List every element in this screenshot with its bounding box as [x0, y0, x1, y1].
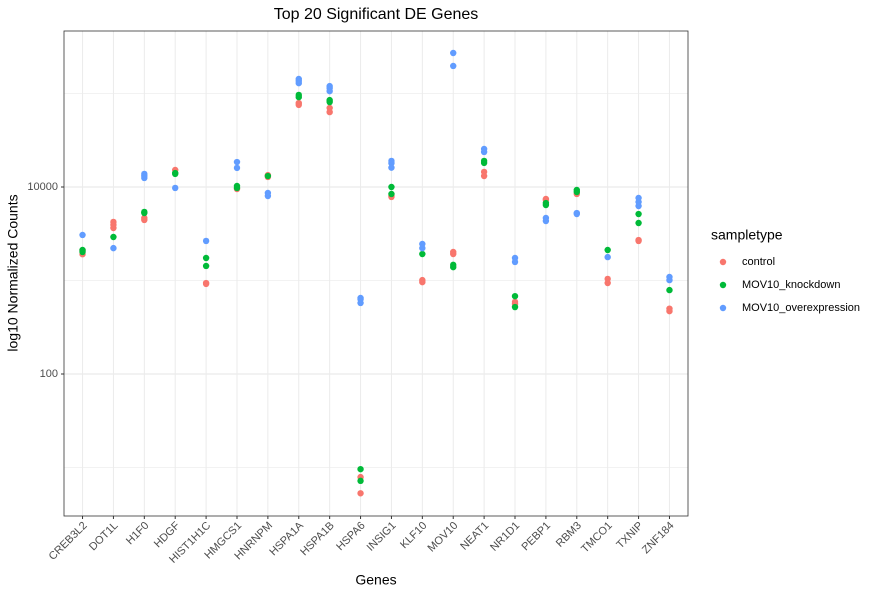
- point: [172, 170, 179, 178]
- point: [635, 219, 642, 227]
- point: [604, 246, 611, 254]
- point: [79, 248, 86, 256]
- panel: [64, 31, 688, 516]
- point: [202, 262, 210, 270]
- point: [357, 490, 364, 497]
- point: [264, 172, 272, 180]
- x-tick-label: HSPA1B: [298, 520, 337, 559]
- point: [666, 286, 673, 294]
- point: [141, 214, 148, 222]
- legend-title: sampletype: [711, 227, 783, 243]
- point: [480, 148, 488, 156]
- point: [450, 49, 457, 57]
- point: [511, 303, 519, 311]
- point: [511, 258, 519, 266]
- point: [326, 98, 333, 106]
- y-tick-label: 100: [40, 368, 58, 380]
- point: [233, 158, 241, 166]
- point: [419, 244, 426, 252]
- point: [141, 209, 148, 217]
- legend-swatch: [719, 304, 727, 312]
- legend-label: control: [742, 256, 775, 268]
- x-tick-label: H1F0: [124, 520, 152, 548]
- point: [604, 279, 611, 287]
- point: [202, 237, 210, 245]
- x-tick-label: NR1D1: [488, 520, 522, 554]
- point: [480, 159, 488, 167]
- point: [419, 278, 426, 286]
- point: [79, 231, 86, 239]
- point: [419, 250, 426, 258]
- x-tick-label: MOV10: [426, 520, 461, 555]
- point: [388, 159, 395, 167]
- point: [202, 254, 210, 262]
- point: [357, 465, 364, 473]
- legend-swatch: [719, 281, 727, 289]
- point: [326, 87, 333, 95]
- point: [295, 79, 302, 87]
- point: [666, 276, 673, 284]
- point: [511, 292, 519, 300]
- point: [635, 202, 642, 210]
- point: [388, 190, 395, 198]
- x-tick-label: TMCO1: [579, 520, 615, 556]
- point: [604, 253, 611, 261]
- point: [542, 217, 550, 225]
- point: [172, 184, 179, 192]
- x-tick-label: NEAT1: [458, 520, 491, 553]
- point: [326, 108, 333, 116]
- legend-label: MOV10_knockdown: [742, 279, 840, 291]
- legend-label: MOV10_overexpression: [742, 302, 860, 314]
- x-tick-label: PEBP1: [520, 520, 554, 554]
- point: [233, 184, 241, 192]
- point: [357, 477, 364, 485]
- x-tick-label: ZNF184: [640, 520, 677, 557]
- point: [635, 210, 642, 218]
- point: [480, 172, 488, 180]
- point: [450, 263, 457, 271]
- x-tick-label: CREB3L2: [47, 520, 90, 563]
- y-tick-label: 10000: [27, 181, 58, 193]
- point: [202, 280, 210, 288]
- point: [450, 62, 457, 70]
- point: [110, 221, 117, 229]
- point: [110, 244, 117, 252]
- x-tick-label: DOT1L: [87, 520, 121, 554]
- point: [388, 164, 395, 171]
- point: [357, 299, 364, 307]
- point: [542, 201, 550, 209]
- point: [295, 101, 302, 109]
- point: [635, 237, 642, 245]
- point: [264, 192, 272, 200]
- point: [110, 233, 117, 241]
- y-axis-title: log10 Normalized Counts: [5, 194, 21, 351]
- x-axis-title: Genes: [355, 572, 396, 588]
- point: [141, 172, 148, 180]
- point: [233, 164, 241, 172]
- x-tick-label: HSPA6: [334, 520, 367, 553]
- point: [573, 188, 580, 196]
- x-tick-label: INSIG1: [365, 520, 399, 554]
- point: [295, 93, 302, 101]
- chart-title: Top 20 Significant DE Genes: [274, 6, 479, 23]
- point: [450, 250, 457, 258]
- point: [388, 183, 395, 191]
- panel-border: [63, 30, 689, 517]
- point: [357, 294, 364, 302]
- legend-swatch: [719, 258, 727, 266]
- point: [666, 307, 673, 315]
- point: [573, 210, 580, 218]
